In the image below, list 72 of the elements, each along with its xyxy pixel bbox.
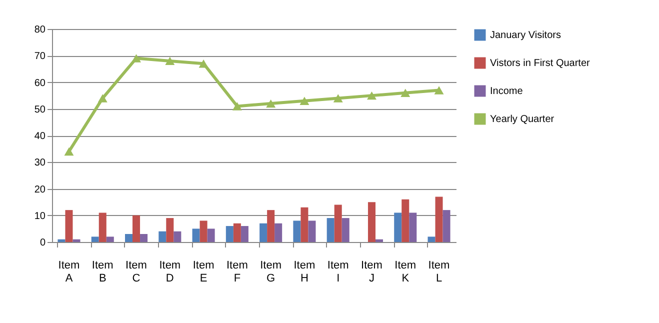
bar: [132, 215, 140, 242]
x-tick-label: Item F: [226, 260, 248, 284]
bar: [394, 212, 402, 242]
bar: [267, 210, 275, 242]
x-tick-label: Item J: [361, 260, 382, 284]
bar: [91, 236, 99, 242]
bar: [192, 228, 200, 242]
bar: [409, 212, 417, 242]
y-tick-label: 70: [34, 51, 46, 62]
bar: [260, 223, 268, 242]
x-tick-label: Item A: [58, 260, 80, 284]
bar: [226, 226, 234, 242]
x-tick-label: Item G: [260, 260, 282, 284]
bar: [233, 223, 241, 242]
y-tick-label: 30: [34, 158, 46, 169]
bar: [98, 212, 106, 242]
bar: [140, 234, 148, 242]
bar: [442, 210, 450, 242]
bar: [274, 223, 282, 242]
x-tick-label: Item B: [92, 260, 114, 284]
point: [434, 86, 444, 94]
point: [165, 56, 175, 66]
bar: [106, 236, 114, 242]
bar: [72, 239, 80, 242]
y-tick-label: 60: [34, 78, 46, 89]
bar: [334, 204, 342, 242]
bar: [342, 218, 350, 242]
legend-label: Income: [490, 86, 524, 97]
legend-label: January Visitors: [490, 30, 561, 41]
point: [266, 99, 276, 108]
bar: [375, 239, 384, 242]
bar: [166, 218, 174, 242]
bar: [200, 220, 208, 242]
y-tick-label: 10: [34, 210, 46, 222]
x-tick-label: Item C: [126, 260, 147, 284]
y-tick-label: 0: [40, 238, 46, 248]
x-tick-label: Item L: [428, 260, 450, 284]
bar: [368, 202, 376, 242]
y-tick-label: 80: [34, 24, 46, 36]
point: [98, 94, 108, 102]
bar: [293, 220, 301, 242]
bar: [65, 210, 73, 242]
legend-label: Yearly Quarter: [490, 114, 555, 125]
x-tick-label: Item E: [192, 260, 214, 284]
point: [400, 88, 410, 98]
x-tick-label: Item D: [159, 260, 181, 284]
bar: [435, 196, 443, 242]
bar: [402, 199, 410, 242]
bar: [124, 234, 133, 242]
bar: [174, 231, 182, 242]
point: [198, 60, 208, 68]
y-tick-label: 40: [34, 131, 46, 142]
point: [232, 102, 242, 110]
point: [366, 91, 376, 100]
bar: [308, 220, 316, 242]
y-tick-label: 50: [34, 104, 46, 116]
x-tick-label: Item I: [327, 260, 349, 284]
bar: [240, 226, 248, 242]
bar: [326, 218, 334, 242]
x-tick-label: Item H: [294, 260, 316, 284]
x-tick-label: Item K: [394, 260, 416, 284]
legend-label: Vistors in First Quarter: [490, 58, 591, 69]
bar: [207, 228, 215, 242]
point: [64, 147, 74, 156]
y-tick-label: 20: [34, 184, 46, 196]
point: [300, 96, 310, 105]
bar: [428, 236, 436, 242]
point: [132, 54, 142, 62]
bar: [158, 231, 166, 242]
bar: [300, 207, 308, 242]
bar: [58, 239, 66, 242]
point: [333, 94, 343, 102]
